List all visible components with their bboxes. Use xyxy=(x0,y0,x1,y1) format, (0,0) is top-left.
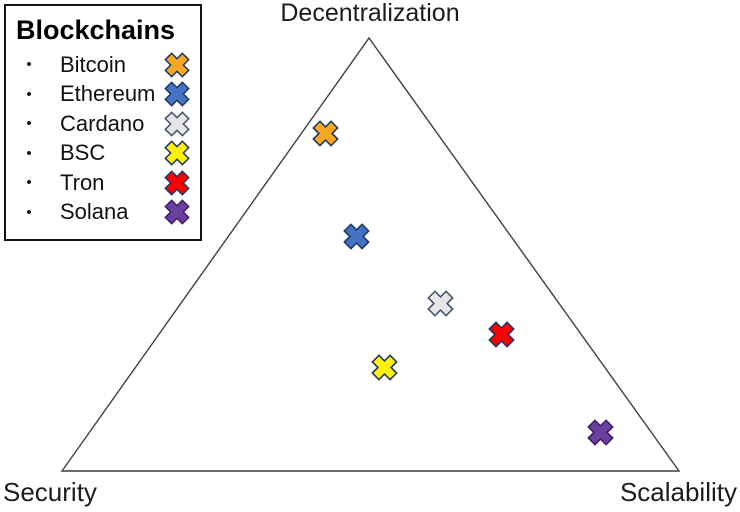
ethereum-marker xyxy=(342,222,370,250)
ethereum-x-marker-icon xyxy=(164,81,190,108)
tron-marker xyxy=(487,320,515,348)
bullet-icon: • xyxy=(26,203,32,221)
legend-item-bsc: • BSC xyxy=(14,139,192,169)
legend-item-tron: • Tron xyxy=(14,168,192,198)
tron-x-marker-icon xyxy=(164,169,190,196)
triangle-outline xyxy=(60,36,681,472)
solana-marker xyxy=(586,418,614,446)
legend-box: Blockchains • Bitcoin • Ethereum • Cardano • BS… xyxy=(4,4,202,241)
legend-title: Blockchains xyxy=(16,15,176,45)
cardano-x-marker-icon xyxy=(164,110,190,137)
bsc-x-marker-icon xyxy=(164,140,190,167)
legend-item-solana: • Solana xyxy=(14,198,192,228)
legend-item-cardano: • Cardano xyxy=(14,109,192,139)
cardano-marker xyxy=(426,289,454,317)
bsc-marker xyxy=(370,353,398,381)
legend-item-label: Cardano xyxy=(60,110,145,136)
solana-x-marker-icon xyxy=(164,199,190,226)
bullet-icon: • xyxy=(26,115,32,133)
legend-items: • Bitcoin • Ethereum • Cardano • BSC • Tron • Solan… xyxy=(14,50,192,227)
legend-item-label: Ethereum xyxy=(60,81,156,107)
bullet-icon: • xyxy=(26,56,32,74)
legend-item-label: Tron xyxy=(60,169,105,195)
bullet-icon: • xyxy=(26,85,32,103)
legend-item-label: Solana xyxy=(60,199,129,225)
bullet-icon: • xyxy=(26,144,32,162)
legend-item-ethereum: • Ethereum xyxy=(14,80,192,110)
legend-item-label: Bitcoin xyxy=(60,51,127,77)
bitcoin-x-marker-icon xyxy=(164,51,190,78)
axis-label-security: Security xyxy=(3,477,97,507)
axis-label-scalability: Scalability xyxy=(619,477,737,507)
bullet-icon: • xyxy=(26,174,32,192)
bitcoin-marker xyxy=(311,119,339,147)
axis-label-decentralization: Decentralization xyxy=(280,0,460,27)
legend-item-bitcoin: • Bitcoin xyxy=(14,50,192,80)
legend-item-label: BSC xyxy=(60,140,106,166)
